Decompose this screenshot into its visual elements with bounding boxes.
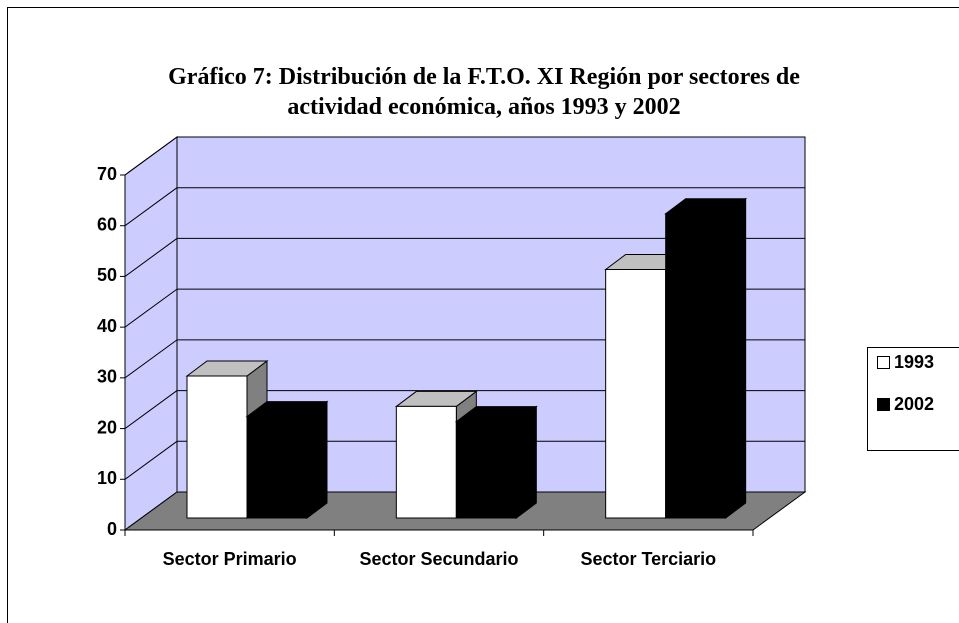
grid-line: [124, 339, 178, 379]
y-tick-label: 50: [97, 265, 117, 285]
bar-front: [246, 416, 308, 519]
x-tick-label: Sector Secundario: [359, 549, 518, 569]
bar-side: [306, 400, 328, 519]
bar-front: [395, 405, 457, 519]
chart-title: Gráfico 7: Distribución de la F.T.O. XI …: [168, 64, 800, 120]
grid-line: [124, 390, 178, 429]
x-tick-label: Sector Primario: [163, 549, 297, 569]
grid-line: [124, 238, 178, 277]
bar-side: [515, 405, 537, 519]
y-tick-label: 30: [97, 367, 117, 387]
bar: [454, 405, 538, 519]
x-tick-label: Sector Terciario: [580, 549, 716, 569]
side-wall: [124, 136, 178, 531]
y-tick-label: 0: [107, 519, 117, 539]
legend-label: 2002: [894, 394, 934, 414]
bar-side: [725, 197, 747, 519]
y-tick-label: 10: [97, 468, 117, 488]
bar-front: [605, 269, 667, 519]
grid-line: [124, 136, 178, 176]
legend-swatch: [877, 398, 890, 411]
grid-line: [124, 187, 178, 227]
bar-front: [455, 421, 517, 519]
y-tick-label: 20: [97, 417, 117, 437]
y-tick-label: 40: [97, 316, 117, 336]
bar-front: [665, 213, 727, 519]
y-tick-label: 70: [97, 164, 117, 184]
bar: [664, 197, 748, 519]
grid-line: [124, 440, 178, 480]
bar-front: [186, 375, 248, 519]
bar: [245, 400, 329, 519]
grid-line: [124, 288, 178, 328]
legend-swatch: [877, 356, 890, 369]
legend-label: 1993: [894, 352, 934, 372]
y-tick-label: 60: [97, 214, 117, 234]
